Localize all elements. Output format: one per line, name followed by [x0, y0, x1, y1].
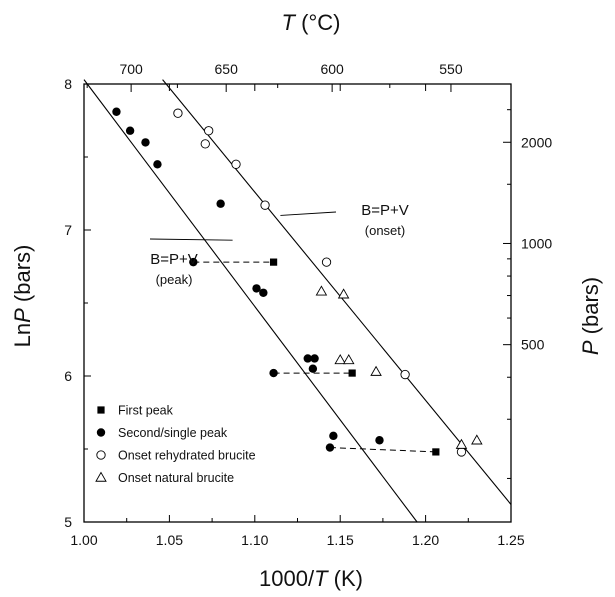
data-point: [400, 369, 410, 380]
data-point: [204, 126, 214, 136]
data-point: [173, 108, 183, 118]
data-point: [269, 368, 278, 378]
legend-entry: Second/single peak: [118, 426, 228, 440]
x-tick-label: 1.25: [497, 532, 524, 548]
y-tick-label: 7: [64, 222, 72, 238]
fit-line-peak: [83, 79, 418, 523]
data-point: [471, 434, 483, 445]
data-point: [321, 257, 332, 267]
x-tick-label: 1.20: [412, 532, 439, 548]
right-axis-title: P (bars): [578, 277, 603, 355]
data-point: [375, 436, 384, 445]
legend-marker: [97, 406, 105, 414]
data-point: [153, 160, 162, 169]
legend-marker: [96, 428, 106, 437]
plot-area: 1.00 1.05 1.10 1.15 1.20 1.25 5 6 7 8 700 650 600 550…: [64, 61, 552, 548]
data-point: [334, 354, 346, 365]
x-tick-label: 1.15: [327, 532, 354, 548]
data-point: [325, 443, 335, 452]
top-tick-label: 600: [320, 61, 344, 77]
data-point: [200, 139, 210, 149]
data-point: [216, 199, 225, 208]
data-point: [337, 288, 350, 299]
data-point: [125, 126, 135, 135]
legend-entry: Onset natural brucite: [118, 471, 234, 485]
x-tick-label: 1.00: [70, 532, 97, 548]
annotation-peak-sublabel: (peak): [156, 272, 193, 287]
data-point: [141, 138, 150, 147]
data-point: [329, 431, 338, 441]
annotation-peak-label: B=P+V: [150, 251, 198, 268]
legend-entry: Onset rehydrated brucite: [118, 449, 256, 463]
fit-line-onset: [162, 79, 512, 505]
y-tick-label: 8: [64, 76, 72, 92]
data-point: [315, 285, 328, 296]
data-point: [189, 257, 198, 267]
legend-entry: First peak: [118, 404, 174, 418]
annotation-onset-label: B=P+V: [361, 202, 409, 219]
x-tick-label: 1.10: [241, 532, 268, 548]
x-tick-label: 1.05: [156, 532, 183, 548]
legend-marker: [95, 471, 107, 482]
top-axis-title: T (°C): [282, 10, 341, 35]
data-point: [259, 288, 268, 297]
data-point: [310, 354, 319, 363]
y-tick-label: 6: [64, 368, 72, 384]
top-tick-label: 650: [215, 61, 239, 77]
top-tick-label: 550: [439, 61, 463, 77]
data-point: [269, 258, 278, 266]
legend-marker: [96, 450, 106, 460]
data-point: [432, 448, 440, 456]
data-point: [348, 369, 356, 377]
data-point: [308, 364, 318, 373]
data-point: [260, 200, 270, 210]
x-axis-title: 1000/T (K): [259, 566, 363, 591]
right-tick-label: 2000: [521, 134, 552, 150]
data-point: [370, 365, 382, 376]
data-point: [112, 107, 121, 116]
top-tick-label: 700: [119, 61, 143, 77]
connector-line: [329, 447, 436, 453]
annotation-peak-leader: [149, 238, 233, 241]
right-tick-label: 1000: [521, 235, 552, 251]
data-point: [252, 284, 261, 293]
data-point: [303, 354, 312, 363]
annotation-onset-leader: [280, 211, 337, 216]
y-axis-title: LnP (bars): [10, 245, 35, 348]
data-point: [455, 438, 468, 449]
y-tick-label: 5: [64, 514, 72, 530]
data-point: [342, 354, 355, 365]
annotation-onset-sublabel: (onset): [365, 223, 405, 238]
right-tick-label: 500: [521, 337, 545, 353]
data-point: [231, 159, 241, 169]
data-point: [456, 447, 467, 457]
